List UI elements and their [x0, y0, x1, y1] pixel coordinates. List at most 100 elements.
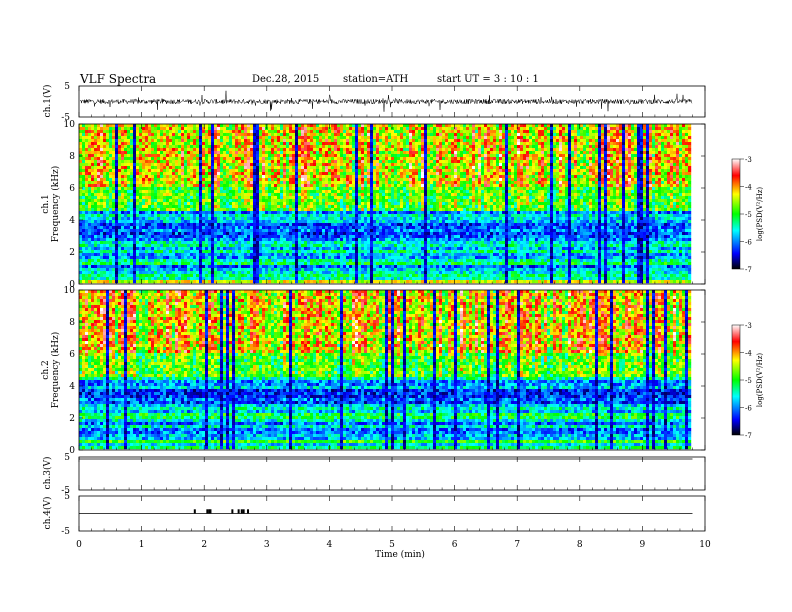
spectrogram-cell: [523, 166, 527, 170]
spectrogram-cell: [484, 169, 488, 173]
spectrogram-cell: [118, 133, 122, 137]
spectrogram-cell: [325, 139, 329, 143]
spectrogram-cell: [109, 127, 113, 131]
spectrogram-cell: [682, 181, 686, 185]
spectrogram-cell: [187, 160, 191, 164]
spectrogram-cell: [271, 196, 275, 200]
spectrogram-cell: [151, 175, 155, 179]
spectrogram-cell: [436, 163, 440, 167]
spectrogram-cell: [196, 151, 200, 155]
spectrogram-cell: [676, 133, 680, 137]
spectrogram-cell: [175, 190, 179, 194]
spectrogram-cell: [253, 124, 257, 128]
spectrogram-cell: [325, 196, 329, 200]
spectrogram-cell: [412, 127, 416, 131]
spectrogram-cell: [214, 124, 218, 128]
spectrogram-cell: [160, 127, 164, 131]
spectrogram-cell: [514, 160, 518, 164]
spectrogram-cell: [568, 181, 572, 185]
spectrogram-cell: [619, 175, 623, 179]
spectrogram-cell: [271, 160, 275, 164]
spectrogram-cell: [436, 190, 440, 194]
spectrogram-cell: [256, 139, 260, 143]
spectrogram-cell: [112, 127, 116, 131]
spectrogram-cell: [529, 190, 533, 194]
spectrogram-cell: [247, 127, 251, 131]
spectrogram-cell: [121, 166, 125, 170]
spectrogram-cell: [163, 166, 167, 170]
spectrogram-cell: [553, 184, 557, 188]
spectrogram-cell: [241, 145, 245, 149]
spectrogram-cell: [655, 166, 659, 170]
spectrogram-cell: [241, 157, 245, 161]
spectrogram-cell: [469, 178, 473, 182]
spectrogram-cell: [139, 196, 143, 200]
spectrogram-cell: [364, 175, 368, 179]
spectrogram-cell: [631, 178, 635, 182]
spectrogram-cell: [592, 157, 596, 161]
spectrogram-cell: [217, 157, 221, 161]
spectrogram-cell: [460, 184, 464, 188]
spectrogram-cell: [658, 151, 662, 155]
spectrogram-cell: [469, 142, 473, 146]
spectrogram-cell: [259, 178, 263, 182]
spectrogram-cell: [307, 136, 311, 140]
spectrogram-cell: [616, 172, 620, 176]
spectrogram-cell: [148, 166, 152, 170]
spectrogram-cell: [667, 145, 671, 149]
spectrogram-cell: [145, 127, 149, 131]
spectrogram-cell: [436, 151, 440, 155]
spectrogram-cell: [601, 124, 605, 128]
spectrogram-cell: [604, 157, 608, 161]
spectrogram-cell: [160, 136, 164, 140]
spectrogram-cell: [412, 187, 416, 191]
spectrogram-cell: [331, 172, 335, 176]
spectrogram-cell: [139, 187, 143, 191]
spectrogram-cell: [370, 163, 374, 167]
spectrogram-cell: [364, 193, 368, 197]
spectrogram-cell: [496, 157, 500, 161]
spectrogram-cell: [622, 124, 626, 128]
spectrogram-cell: [340, 148, 344, 152]
spectrogram-cell: [88, 133, 92, 137]
spectrogram-cell: [412, 154, 416, 158]
spectrogram-cell: [85, 187, 89, 191]
spectrogram-cell: [130, 151, 134, 155]
spectrogram-cell: [85, 166, 89, 170]
spectrogram-cell: [298, 193, 302, 197]
spectrogram-cell: [565, 145, 569, 149]
spectrogram-cell: [616, 142, 620, 146]
spectrogram-cell: [670, 172, 674, 176]
spectrogram-cell: [220, 172, 224, 176]
spectrogram-cell: [271, 127, 275, 131]
spectrogram-cell: [301, 145, 305, 149]
spectrogram-cell: [337, 124, 341, 128]
spectrogram-cell: [553, 163, 557, 167]
spectrogram-cell: [550, 130, 554, 134]
spectrogram-cell: [682, 169, 686, 173]
spectrogram-cell: [556, 175, 560, 179]
spectrogram-cell: [673, 127, 677, 131]
spectrogram-cell: [124, 148, 128, 152]
spectrogram-cell: [238, 157, 242, 161]
spectrogram-cell: [388, 175, 392, 179]
spectrogram-cell: [253, 172, 257, 176]
spectrogram-cell: [145, 124, 149, 128]
spectrogram-cell: [514, 190, 518, 194]
spectrogram-cell: [541, 184, 545, 188]
spectrogram-cell: [412, 151, 416, 155]
spectrogram-cell: [328, 187, 332, 191]
spectrogram-cell: [169, 172, 173, 176]
spectrogram-cell: [238, 154, 242, 158]
spectrogram-cell: [412, 163, 416, 167]
spectrogram-cell: [106, 133, 110, 137]
spectrogram-cell: [322, 190, 326, 194]
spectrogram-cell: [607, 175, 611, 179]
spectrogram-cell: [265, 160, 269, 164]
spectrogram-cell: [607, 160, 611, 164]
spectrogram-cell: [136, 148, 140, 152]
spectrogram-cell: [499, 130, 503, 134]
spectrogram-cell: [430, 127, 434, 131]
spectrogram-cell: [118, 172, 122, 176]
spectrogram-cell: [169, 169, 173, 173]
